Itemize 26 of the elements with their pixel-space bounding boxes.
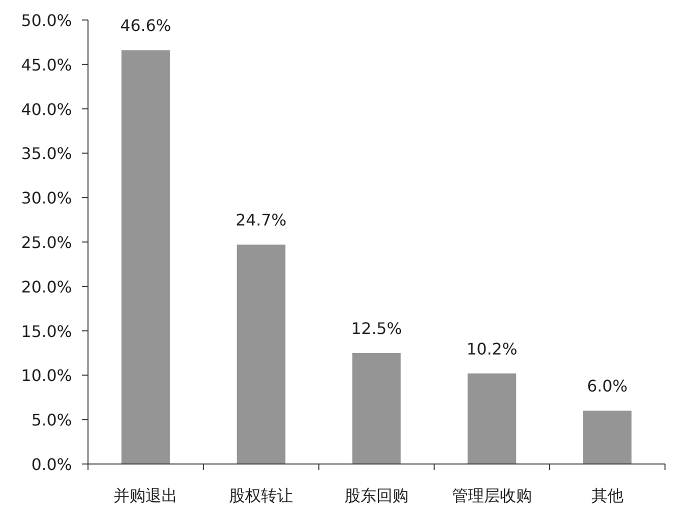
- x-tick-label: 股东回购: [344, 486, 408, 505]
- y-tick-label: 50.0%: [21, 11, 72, 30]
- bar: [352, 353, 401, 464]
- y-tick-label: 25.0%: [21, 233, 72, 252]
- bar: [236, 244, 286, 464]
- x-tick-label: 股权转让: [229, 486, 294, 505]
- data-label: 46.6%: [120, 16, 172, 36]
- x-tick-label: 并购退出: [114, 486, 178, 505]
- y-tick-label: 10.0%: [21, 366, 72, 386]
- y-tick-label: 40.0%: [21, 100, 72, 119]
- data-label: 6.0%: [586, 376, 628, 396]
- y-tick-label: 15.0%: [21, 322, 72, 341]
- bar: [121, 50, 170, 464]
- x-tick-label: 其他: [591, 486, 624, 505]
- y-tick-label: 30.0%: [21, 188, 72, 208]
- data-label: 24.7%: [236, 210, 287, 230]
- bar: [583, 410, 632, 464]
- y-tick-label: 45.0%: [21, 55, 72, 74]
- y-tick-label: 35.0%: [21, 144, 72, 164]
- data-label: 10.2%: [466, 339, 518, 358]
- y-tick-label: 0.0%: [31, 455, 72, 474]
- x-tick-label: 管理层收购: [452, 486, 532, 505]
- y-tick-label: 5.0%: [31, 410, 72, 430]
- y-tick-label: 20.0%: [21, 277, 72, 296]
- bar: [468, 373, 516, 464]
- data-label: 12.5%: [351, 319, 402, 338]
